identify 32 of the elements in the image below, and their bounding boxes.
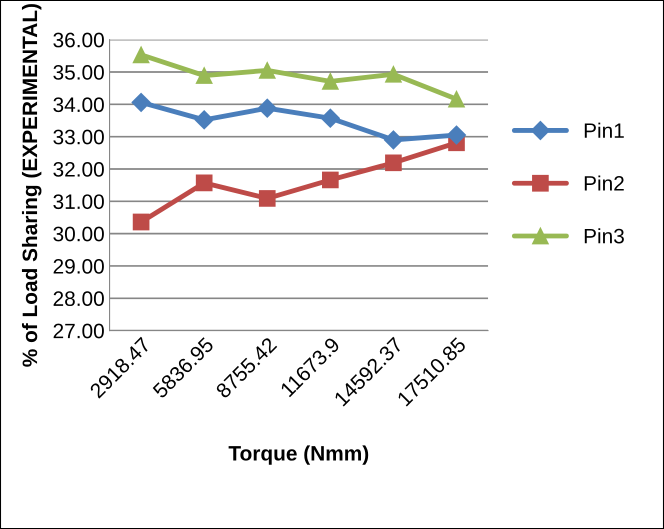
y-tick-label: 30.00 (53, 226, 104, 242)
point (196, 67, 213, 84)
legend-label: Pin2 (584, 175, 624, 191)
point (320, 108, 340, 128)
point (322, 73, 339, 90)
point (322, 172, 339, 188)
point (258, 190, 276, 207)
y-tick-label: 31.00 (53, 194, 104, 210)
point (258, 98, 277, 118)
point (132, 214, 150, 230)
point (132, 92, 151, 112)
point (384, 130, 403, 150)
y-tick-label: 35.00 (53, 65, 104, 80)
point (385, 66, 402, 83)
y-tick-label: 36.00 (53, 32, 104, 48)
y-tick-label: 27.00 (54, 324, 104, 338)
y-tick-label: 28.00 (54, 291, 104, 306)
y-tick-label: 32.00 (53, 162, 104, 177)
legend-label: Pin1 (584, 122, 624, 138)
point (448, 90, 465, 108)
y-tick-label: 33.00 (53, 130, 104, 144)
x-axis-title: Torque (Nmm) (228, 445, 368, 465)
y-tick-label: 29.00 (54, 258, 104, 274)
y-axis-title: % of Load Sharing (EXPERIMENTAL) (22, 4, 42, 367)
point (194, 110, 214, 130)
point (196, 174, 213, 192)
legend-label: Pin3 (584, 228, 624, 244)
point (132, 46, 150, 64)
y-tick-label: 34.00 (53, 97, 104, 112)
point (258, 62, 276, 79)
point (385, 154, 402, 172)
point (446, 126, 466, 145)
